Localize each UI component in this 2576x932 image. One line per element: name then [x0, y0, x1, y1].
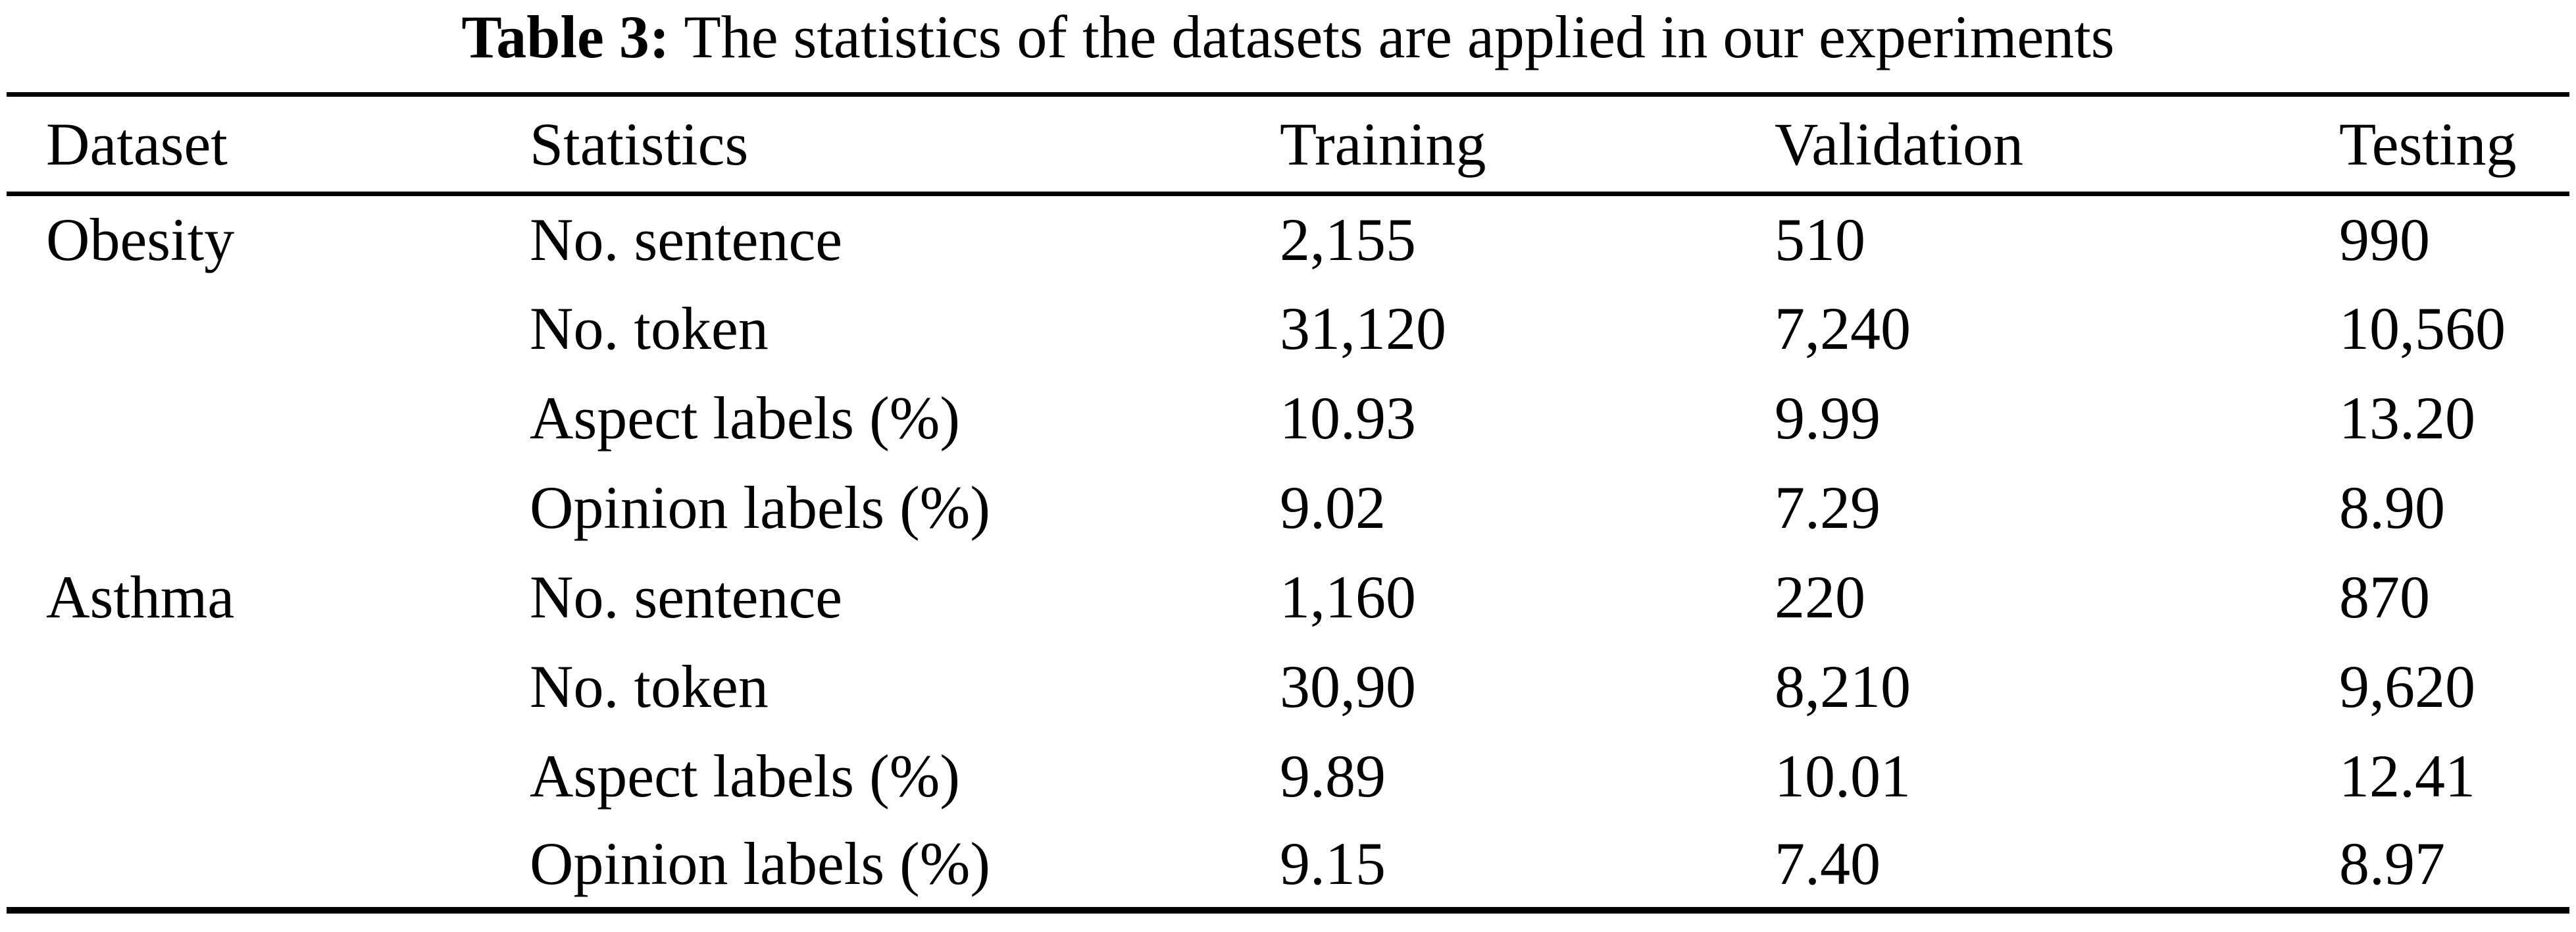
header-statistics: Statistics — [530, 111, 749, 178]
table-row: Asthma No. sentence 1,160 220 870 — [7, 552, 2569, 642]
cell-statistic: No. sentence — [530, 206, 843, 274]
cell-statistic: Opinion labels (%) — [530, 473, 991, 541]
caption-label: Table 3: — [461, 3, 670, 70]
cell-validation: 510 — [1775, 206, 1865, 274]
cell-training: 2,155 — [1280, 206, 1416, 274]
cell-statistic: Aspect labels (%) — [530, 742, 960, 810]
cell-training: 9.89 — [1280, 742, 1386, 810]
header-testing: Testing — [2339, 111, 2517, 178]
cell-statistic: No. token — [530, 294, 769, 362]
table-row: Aspect labels (%) 9.89 10.01 12.41 — [7, 731, 2569, 821]
cell-validation: 7.40 — [1775, 830, 1881, 897]
cell-validation: 7.29 — [1775, 473, 1881, 541]
cell-statistic: Aspect labels (%) — [530, 384, 960, 452]
table-row: No. token 31,120 7,240 10,560 — [7, 284, 2569, 373]
cell-training: 9.15 — [1280, 830, 1386, 897]
cell-training: 10.93 — [1280, 384, 1416, 452]
cell-dataset — [7, 731, 530, 821]
cell-testing: 12.41 — [2339, 742, 2475, 810]
table-row: Opinion labels (%) 9.02 7.29 8.90 — [7, 463, 2569, 552]
cell-testing: 9,620 — [2339, 652, 2475, 720]
cell-dataset — [7, 373, 530, 463]
header-validation: Validation — [1775, 111, 2024, 178]
header-training: Training — [1280, 111, 1486, 178]
cell-testing: 10,560 — [2339, 294, 2506, 362]
cell-testing: 8.97 — [2339, 830, 2445, 897]
statistics-table: Dataset Statistics Training Validation T… — [7, 92, 2569, 914]
cell-testing: 990 — [2339, 206, 2430, 274]
cell-dataset: Obesity — [46, 206, 235, 274]
cell-training: 1,160 — [1280, 563, 1416, 631]
table-row: No. token 30,90 8,210 9,620 — [7, 642, 2569, 731]
cell-testing: 8.90 — [2339, 473, 2445, 541]
table-header: Dataset Statistics Training Validation T… — [7, 95, 2569, 194]
cell-training: 30,90 — [1280, 652, 1416, 720]
cell-validation: 10.01 — [1775, 742, 1911, 810]
header-row: Dataset Statistics Training Validation T… — [7, 95, 2569, 194]
caption-text: The statistics of the datasets are appli… — [684, 3, 2115, 70]
cell-statistic: No. token — [530, 652, 769, 720]
table-caption: Table 3: The statistics of the datasets a… — [0, 0, 2576, 92]
cell-validation: 9.99 — [1775, 384, 1881, 452]
table-row: Opinion labels (%) 9.15 7.40 8.97 — [7, 821, 2569, 910]
table-body: Obesity No. sentence 2,155 510 990 No. t… — [7, 194, 2569, 910]
cell-validation: 8,210 — [1775, 652, 1911, 720]
table-row: Obesity No. sentence 2,155 510 990 — [7, 194, 2569, 284]
cell-statistic: No. sentence — [530, 563, 843, 631]
table-row: Aspect labels (%) 10.93 9.99 13.20 — [7, 373, 2569, 463]
header-dataset: Dataset — [46, 111, 228, 178]
cell-validation: 7,240 — [1775, 294, 1911, 362]
cell-dataset — [7, 642, 530, 731]
cell-validation: 220 — [1775, 563, 1865, 631]
cell-testing: 870 — [2339, 563, 2430, 631]
cell-statistic: Opinion labels (%) — [530, 830, 991, 897]
cell-testing: 13.20 — [2339, 384, 2475, 452]
cell-dataset: Asthma — [46, 563, 235, 631]
cell-training: 31,120 — [1280, 294, 1446, 362]
cell-dataset — [7, 284, 530, 373]
cell-dataset — [7, 821, 530, 910]
cell-dataset — [7, 463, 530, 552]
cell-training: 9.02 — [1280, 473, 1386, 541]
